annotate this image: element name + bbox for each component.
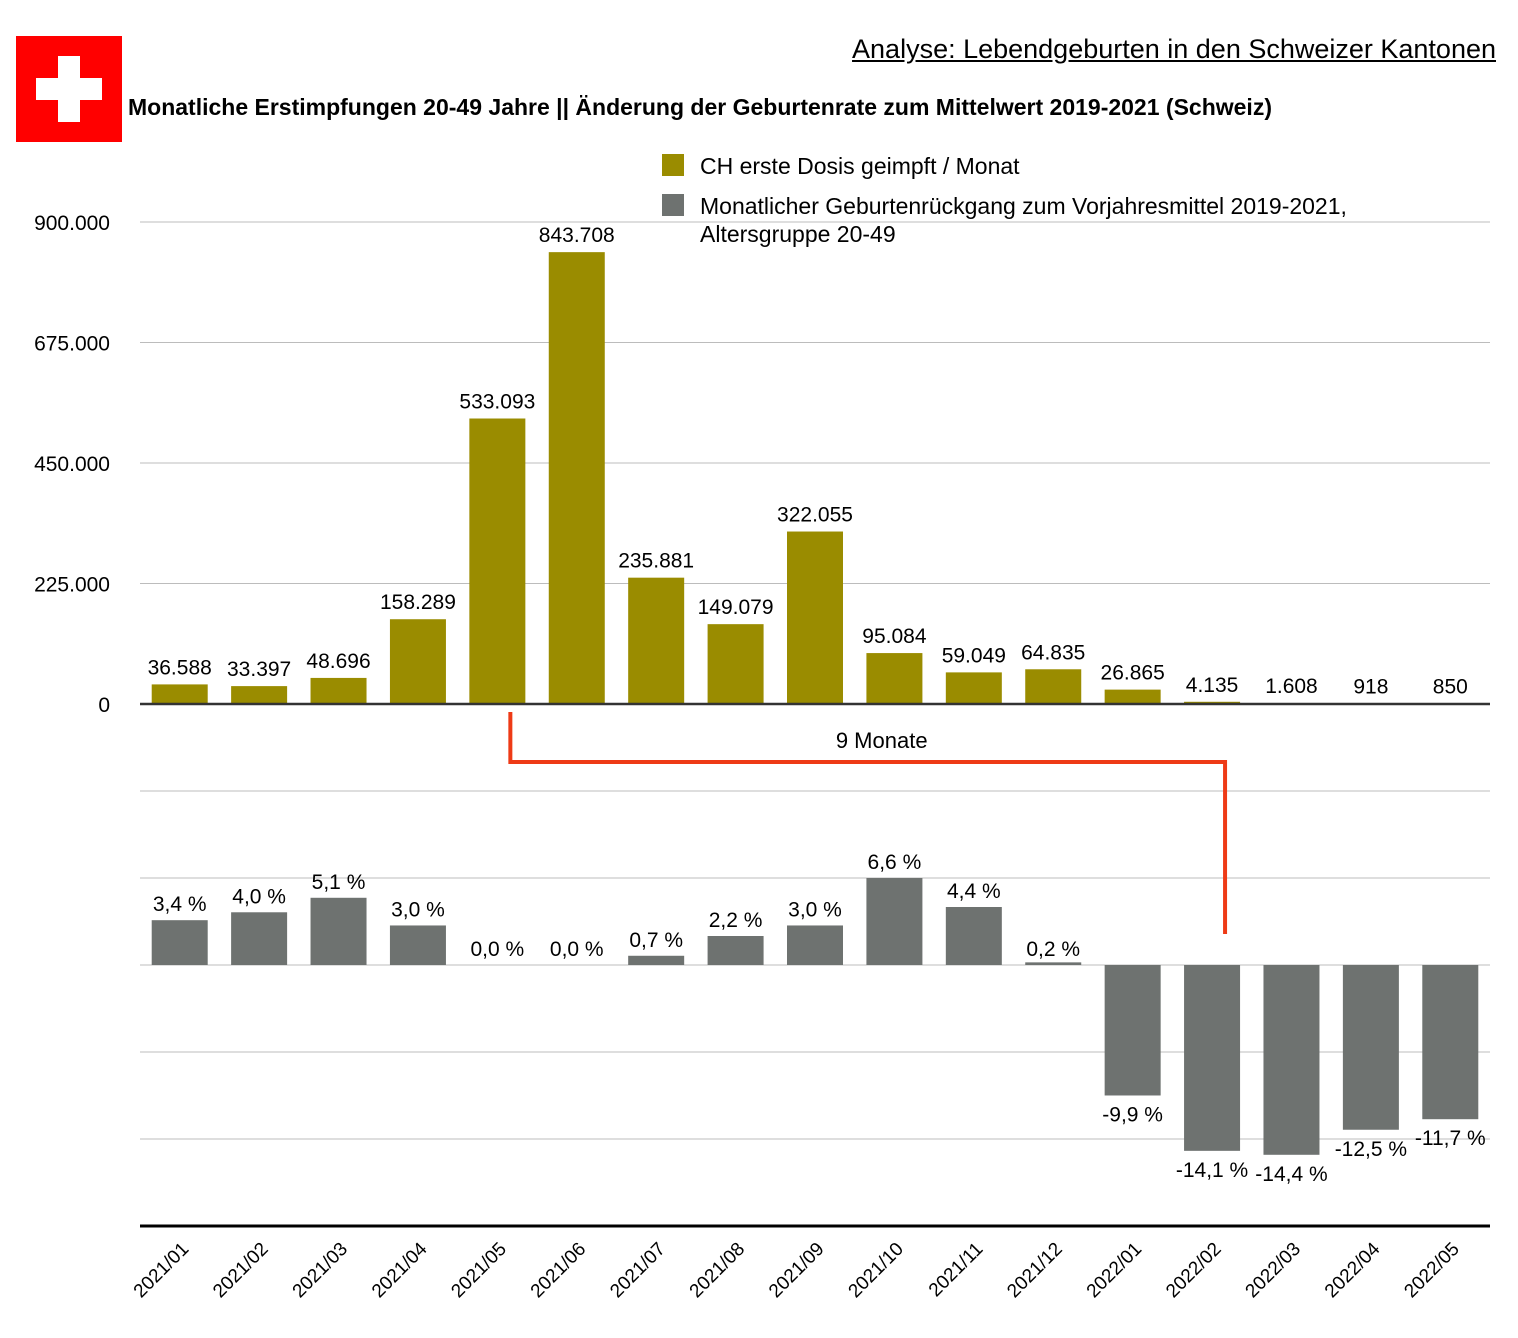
bar-births <box>1025 962 1082 965</box>
data-label-vaccinations: 533.093 <box>459 390 535 413</box>
bar-births <box>1422 965 1479 1120</box>
data-label-vaccinations: 48.696 <box>306 650 370 673</box>
bar-births <box>1184 965 1241 1151</box>
legend-item-births: Monatlicher Geburtenrückgang zum Vorjahr… <box>662 192 1460 248</box>
bar-vaccinations <box>945 672 1002 704</box>
x-tick-label: 2022/04 <box>1321 1238 1385 1302</box>
bar-births <box>389 925 446 965</box>
bar-births <box>231 912 288 965</box>
x-tick-label: 2022/02 <box>1162 1239 1225 1302</box>
y-tick-label: 900.000 <box>34 212 110 235</box>
annotation-label: 9 Monate <box>836 728 928 753</box>
data-label-vaccinations: 158.289 <box>380 591 456 614</box>
legend-swatch-vaccinations <box>662 154 684 176</box>
x-tick-label: 2021/05 <box>447 1239 510 1302</box>
bar-vaccinations <box>389 619 446 704</box>
data-label-vaccinations: 843.708 <box>539 224 615 247</box>
data-label-births: 3,0 % <box>788 898 842 921</box>
data-label-vaccinations: 918 <box>1353 676 1388 699</box>
bar-births <box>866 878 923 965</box>
data-label-births: 5,1 % <box>312 871 366 894</box>
bar-vaccinations <box>866 653 923 704</box>
annotation-bracket <box>508 712 1228 934</box>
bar-births <box>1342 965 1399 1130</box>
data-label-births: 3,4 % <box>153 893 207 916</box>
y-tick-label: 450.000 <box>34 453 110 476</box>
x-tick-label: 2022/01 <box>1083 1239 1146 1302</box>
legend-label-vaccinations: CH erste Dosis geimpft / Monat <box>700 153 1020 179</box>
bar-births <box>151 920 208 965</box>
x-tick-label: 2021/11 <box>925 1239 987 1301</box>
data-label-vaccinations: 149.079 <box>698 596 774 619</box>
data-label-births: 0,2 % <box>1026 938 1080 961</box>
bar-vaccinations <box>469 418 526 704</box>
data-label-births: -14,1 % <box>1176 1159 1248 1182</box>
x-tick-label: 2021/08 <box>686 1239 749 1302</box>
legend-label-births: Monatlicher Geburtenrückgang zum Vorjahr… <box>700 193 1347 247</box>
data-label-births: 0,7 % <box>629 929 683 952</box>
data-label-births: 0,0 % <box>471 938 525 961</box>
swiss-flag-icon <box>16 36 122 142</box>
x-tick-label: 2022/03 <box>1242 1239 1305 1302</box>
bar-births <box>1104 965 1161 1096</box>
data-label-births: -9,9 % <box>1102 1103 1163 1126</box>
legend-swatch-births <box>662 194 684 216</box>
x-tick-label: 2021/03 <box>289 1239 352 1302</box>
data-label-births: -14,4 % <box>1255 1163 1327 1186</box>
data-label-births: 2,2 % <box>709 909 763 932</box>
bar-births <box>787 925 843 965</box>
data-label-vaccinations: 322.055 <box>777 504 853 527</box>
bar-vaccinations <box>151 684 208 704</box>
bar-vaccinations <box>231 686 288 704</box>
data-label-vaccinations: 4.135 <box>1186 674 1239 697</box>
data-label-births: -11,7 % <box>1415 1127 1486 1150</box>
bar-vaccinations <box>787 531 843 704</box>
data-label-births: 0,0 % <box>550 938 604 961</box>
x-tick-label: 2021/02 <box>209 1239 272 1302</box>
data-label-vaccinations: 36.588 <box>148 656 212 679</box>
bar-births <box>945 907 1002 965</box>
x-tick-label: 2021/09 <box>765 1239 828 1302</box>
y-tick-label: 225.000 <box>34 574 110 597</box>
bar-births <box>707 936 764 965</box>
data-label-vaccinations: 59.049 <box>942 644 1006 667</box>
bar-vaccinations <box>628 577 685 704</box>
y-tick-label: 0 <box>98 694 110 717</box>
y-tick-label: 675.000 <box>34 333 110 356</box>
data-label-vaccinations: 26.865 <box>1101 662 1165 685</box>
x-tick-label: 2021/10 <box>845 1239 908 1302</box>
data-label-vaccinations: 64.835 <box>1021 641 1085 664</box>
data-label-births: 3,0 % <box>391 898 445 921</box>
data-label-births: 4,0 % <box>232 885 286 908</box>
data-label-vaccinations: 33.397 <box>227 658 291 681</box>
legend-item-vaccinations: CH erste Dosis geimpft / Monat <box>662 152 1460 180</box>
x-tick-label: 2021/06 <box>527 1239 590 1302</box>
data-label-births: 4,4 % <box>947 880 1001 903</box>
bar-vaccinations <box>310 677 367 704</box>
data-label-vaccinations: 850 <box>1433 676 1468 699</box>
bar-vaccinations <box>548 252 605 704</box>
x-tick-label: 2022/05 <box>1400 1239 1463 1302</box>
x-tick-label: 2021/12 <box>1003 1239 1066 1302</box>
data-label-vaccinations: 95.084 <box>862 625 927 648</box>
bar-vaccinations <box>1025 669 1082 704</box>
data-label-vaccinations: 235.881 <box>618 550 694 573</box>
bar-births <box>310 897 367 965</box>
x-tick-label: 2021/07 <box>606 1239 669 1302</box>
x-tick-label: 2021/01 <box>130 1239 193 1302</box>
bar-births <box>628 955 685 965</box>
data-label-births: 6,6 % <box>868 851 922 874</box>
data-label-vaccinations: 1.608 <box>1265 675 1318 698</box>
data-label-births: -12,5 % <box>1335 1138 1407 1161</box>
x-tick-label: 2021/04 <box>368 1238 432 1302</box>
analysis-title: Analyse: Lebendgeburten in den Schweizer… <box>852 34 1496 64</box>
bar-vaccinations <box>1104 689 1161 704</box>
chart-title: Monatliche Erstimpfungen 20-49 Jahre || … <box>128 94 1272 120</box>
bar-births <box>1263 965 1320 1155</box>
bar-vaccinations <box>707 624 764 704</box>
